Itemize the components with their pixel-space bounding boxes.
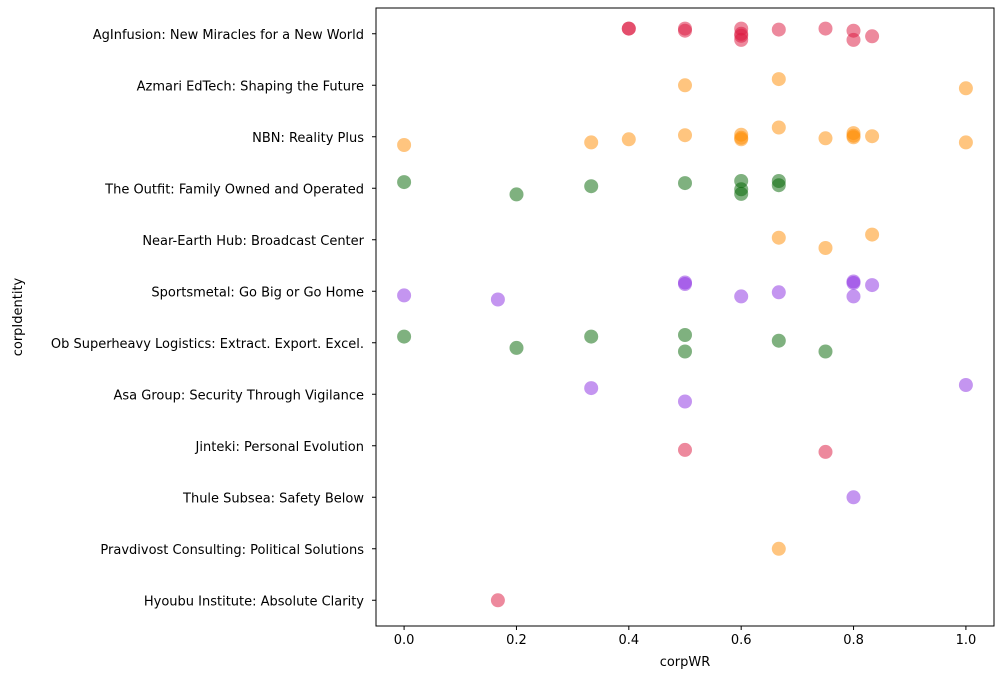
data-point [771, 333, 786, 348]
data-point [584, 179, 599, 194]
y-tick-label: NBN: Reality Plus [252, 131, 364, 146]
data-point [678, 23, 692, 38]
plot-frame [375, 7, 995, 627]
data-point [734, 186, 749, 201]
data-point [771, 285, 786, 300]
data-point [678, 277, 692, 291]
data-point [818, 131, 833, 146]
data-point [397, 175, 412, 190]
data-point [490, 292, 505, 307]
data-point [621, 21, 636, 36]
x-tick-label: 0.6 [731, 633, 752, 648]
y-tick-label: Hyoubu Institute: Absolute Clarity [144, 594, 364, 609]
data-point [771, 178, 786, 193]
data-point [397, 288, 412, 303]
data-point [818, 241, 833, 255]
data-point [397, 329, 412, 344]
data-point [846, 490, 861, 505]
data-point [509, 187, 524, 202]
y-tick-label: Sportsmetal: Go Big or Go Home [151, 285, 364, 300]
data-point [818, 444, 833, 459]
data-point [865, 227, 880, 242]
data-point [846, 289, 861, 304]
data-point [865, 278, 880, 293]
x-tick-label: 0.4 [618, 633, 639, 648]
data-point [490, 593, 505, 608]
y-tick-label: Ob Superheavy Logistics: Extract. Export… [51, 337, 364, 352]
y-axis-ticks: AgInfusion: New Miracles for a New World… [51, 28, 376, 609]
data-point [958, 135, 973, 150]
x-tick-label: 1.0 [956, 633, 977, 648]
y-tick-label: Azmari EdTech: Shaping the Future [137, 79, 364, 94]
x-axis-ticks: 0.0 0.2 0.4 0.6 0.8 1.0 [394, 626, 977, 648]
data-point [734, 289, 749, 304]
data-point [397, 138, 412, 152]
data-point [846, 32, 861, 47]
data-point [734, 32, 749, 47]
data-point [678, 328, 692, 342]
y-axis-label: corpIdentity [11, 277, 26, 356]
data-point [584, 135, 599, 150]
data-point [621, 132, 636, 147]
x-tick-label: 0.8 [843, 633, 864, 648]
y-tick-label: Near-Earth Hub: Broadcast Center [142, 234, 364, 249]
y-tick-label: Jinteki: Personal Evolution [195, 440, 364, 455]
data-point [771, 22, 786, 37]
data-point [584, 381, 599, 396]
data-point [734, 132, 749, 147]
data-point [818, 21, 833, 36]
data-point [865, 29, 880, 44]
data-point [678, 344, 692, 359]
data-point [678, 394, 692, 409]
x-tick-label: 0.0 [394, 633, 415, 648]
y-tick-label: Asa Group: Security Through Vigilance [114, 388, 364, 403]
data-point [509, 340, 524, 355]
data-point [678, 176, 692, 191]
data-point [678, 442, 692, 457]
data-point [771, 541, 786, 556]
data-point [958, 378, 973, 392]
x-tick-label: 0.2 [506, 633, 527, 648]
data-point [678, 128, 692, 143]
data-point [771, 230, 786, 245]
data-point [818, 344, 833, 359]
x-axis-label: corpWR [660, 655, 711, 670]
y-tick-label: Thule Subsea: Safety Below [182, 491, 364, 506]
y-tick-label: AgInfusion: New Miracles for a New World [93, 28, 364, 43]
points-layer [397, 21, 973, 608]
data-point [865, 129, 880, 144]
data-point [771, 72, 786, 87]
data-point [771, 120, 786, 135]
y-tick-label: The Outfit: Family Owned and Operated [104, 182, 364, 197]
data-point [584, 329, 599, 344]
data-point [958, 81, 973, 96]
data-point [846, 130, 861, 145]
data-point [846, 276, 861, 290]
data-point [678, 78, 692, 93]
y-tick-label: Pravdivost Consulting: Political Solutio… [100, 543, 364, 558]
